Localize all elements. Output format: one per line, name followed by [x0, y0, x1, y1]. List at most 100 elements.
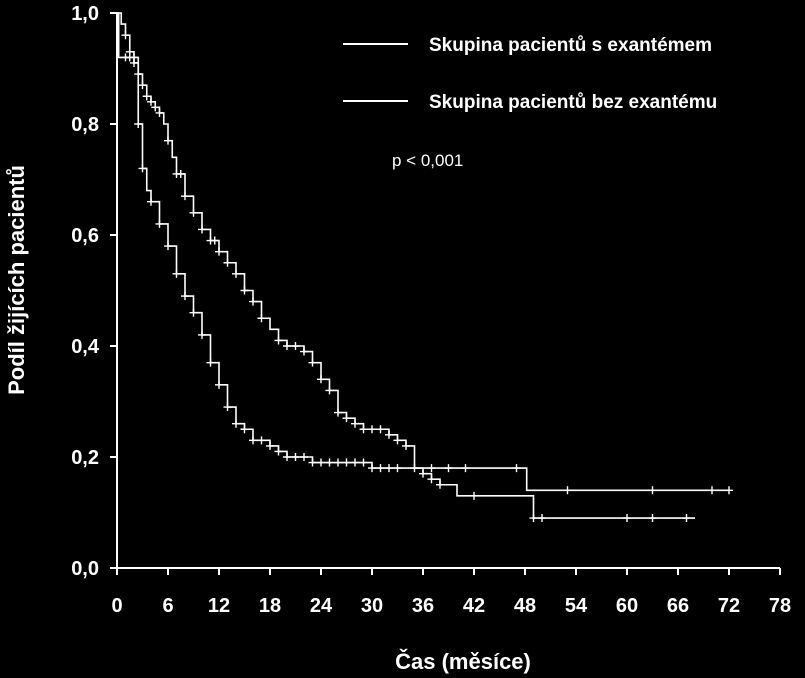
x-tick-label: 54	[565, 595, 588, 617]
y-tick-label: 0,2	[71, 447, 99, 469]
censor-mark	[376, 425, 385, 434]
censor-mark	[648, 514, 657, 523]
x-tick-label: 0	[111, 595, 122, 617]
legend-label-2: Skupina pacientů bez exantému	[429, 92, 717, 113]
censor-mark	[283, 342, 291, 350]
y-tick-label: 1,0	[71, 3, 99, 25]
censor-mark	[427, 464, 436, 473]
x-axis-title: Čas (měsíce)	[395, 649, 531, 674]
x-tick-label: 12	[208, 595, 230, 617]
censor-mark	[223, 258, 232, 267]
x-tick-label: 48	[514, 595, 536, 617]
censor-mark	[189, 308, 198, 317]
censor-mark	[342, 458, 351, 467]
censor-mark	[257, 436, 266, 445]
series-line	[117, 12, 729, 492]
censor-mark	[172, 269, 181, 278]
legend: Skupina pacientů s exantémem Skupina paci…	[343, 35, 717, 113]
series-1	[117, 12, 695, 523]
series-layer	[117, 12, 733, 523]
censor-mark	[512, 464, 521, 473]
censor-mark	[142, 92, 151, 101]
censor-mark	[147, 197, 155, 206]
censor-mark	[623, 514, 631, 523]
x-tick-label: 66	[667, 595, 689, 617]
y-axis-title: Podíl žijících pacientů	[4, 165, 29, 395]
censor-mark	[215, 380, 223, 389]
x-tick-label: 24	[310, 595, 333, 617]
censor-mark	[334, 408, 342, 417]
censor-mark	[249, 436, 257, 445]
censor-mark	[189, 208, 198, 217]
censor-mark	[436, 480, 444, 489]
censor-mark	[206, 358, 215, 367]
censor-mark	[240, 425, 249, 434]
censor-mark	[359, 425, 368, 434]
censor-mark	[176, 169, 185, 178]
y-tick-label: 0,4	[71, 336, 100, 358]
censor-mark	[300, 347, 308, 356]
censor-mark	[291, 342, 300, 350]
censor-mark	[291, 453, 300, 461]
censor-mark	[368, 425, 376, 434]
censor-mark	[130, 53, 138, 62]
x-tick-label: 18	[259, 595, 281, 617]
censor-mark	[419, 469, 427, 478]
censor-mark	[232, 419, 240, 428]
censor-mark	[385, 430, 393, 439]
censor-mark	[325, 386, 334, 395]
censor-mark	[725, 486, 733, 495]
censor-mark	[538, 514, 546, 523]
x-tick-label: 42	[463, 595, 485, 617]
censor-mark	[427, 475, 436, 484]
censor-mark	[249, 297, 257, 306]
censor-mark	[134, 120, 143, 128]
censor-mark	[393, 464, 402, 473]
censor-mark	[274, 447, 283, 456]
x-tick-label: 6	[162, 595, 173, 617]
censor-mark	[470, 491, 478, 500]
censor-mark	[308, 458, 317, 467]
censor-mark	[232, 269, 240, 278]
censor-mark	[300, 453, 308, 461]
censor-mark	[325, 458, 334, 467]
x-tick-label: 30	[361, 595, 383, 617]
censor-mark	[317, 375, 325, 384]
p-value-annotation: p < 0,001	[392, 151, 463, 170]
censor-mark	[121, 31, 130, 40]
censor-mark	[308, 358, 317, 367]
censor-mark	[147, 97, 155, 106]
censor-mark	[138, 164, 147, 173]
censor-mark	[376, 464, 385, 473]
censor-mark	[283, 453, 291, 461]
censor-mark	[393, 436, 402, 445]
x-tick-label: 78	[769, 595, 791, 617]
censor-mark	[181, 192, 189, 201]
y-tick-label: 0,8	[71, 114, 99, 136]
censor-mark	[266, 441, 274, 450]
censor-mark	[402, 441, 410, 450]
censor-mark	[274, 336, 283, 345]
y-tick-label: 0,0	[71, 558, 99, 580]
censor-mark	[334, 458, 342, 467]
censor-mark	[342, 414, 351, 423]
censor-mark	[164, 136, 172, 145]
censor-mark	[210, 236, 219, 245]
censor-mark	[444, 464, 453, 473]
y-tick-label: 0,6	[71, 225, 99, 247]
series-2	[117, 12, 733, 495]
censor-mark	[164, 242, 172, 251]
censor-mark	[155, 219, 164, 228]
x-tick-label: 36	[412, 595, 434, 617]
censor-mark	[563, 486, 572, 495]
censor-mark	[368, 464, 376, 473]
censor-mark	[215, 247, 223, 256]
censor-mark	[198, 225, 206, 234]
censor-mark	[223, 403, 232, 412]
censor-mark	[529, 514, 538, 523]
censor-mark	[181, 292, 189, 301]
censor-mark	[151, 103, 160, 112]
censor-mark	[648, 486, 657, 495]
